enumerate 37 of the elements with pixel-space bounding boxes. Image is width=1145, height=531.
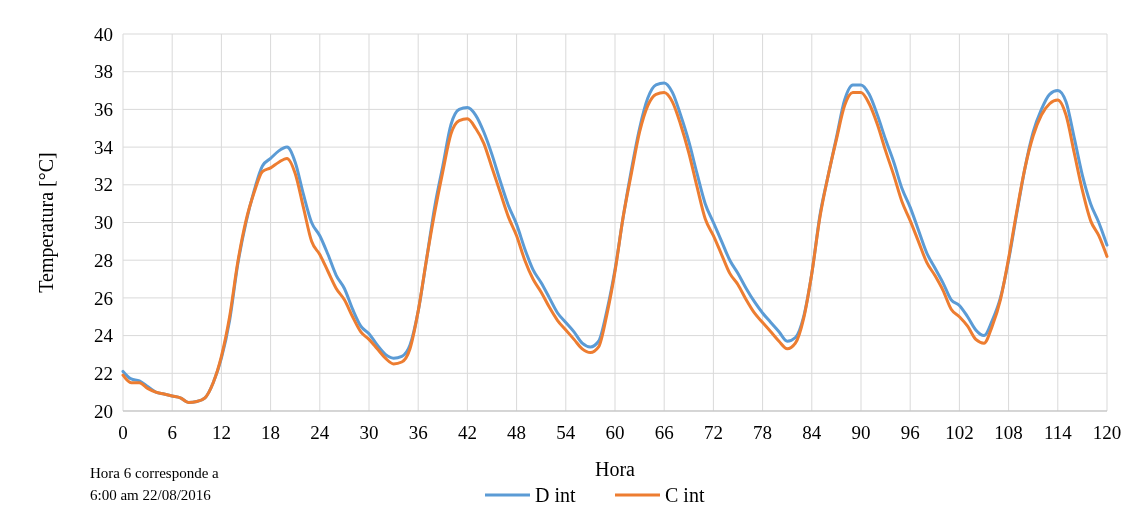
x-tick-label: 84 bbox=[802, 422, 822, 443]
legend-label: C int bbox=[665, 484, 705, 506]
y-tick-label: 36 bbox=[94, 99, 113, 121]
x-tick-label: 48 bbox=[507, 422, 527, 443]
x-tick-label: 42 bbox=[457, 422, 477, 443]
x-axis-title: Hora bbox=[595, 458, 636, 480]
x-tick-label: 36 bbox=[408, 422, 428, 443]
x-tick-label: 60 bbox=[605, 422, 625, 443]
x-tick-label: 78 bbox=[753, 422, 773, 443]
x-tick-label: 108 bbox=[994, 422, 1023, 443]
x-tick-label: 0 bbox=[118, 422, 128, 443]
x-tick-label: 54 bbox=[556, 422, 576, 443]
x-tick-label: 114 bbox=[1043, 422, 1073, 443]
y-axis-title: Temperatura [°C] bbox=[35, 152, 58, 293]
y-tick-label: 38 bbox=[94, 61, 113, 83]
x-tick-label: 6 bbox=[167, 422, 177, 443]
x-tick-label: 120 bbox=[1092, 422, 1122, 443]
y-tick-label: 22 bbox=[94, 362, 113, 384]
x-tick-label: 72 bbox=[703, 422, 723, 443]
x-tick-label: 12 bbox=[211, 422, 231, 443]
y-tick-label: 30 bbox=[94, 212, 113, 234]
y-tick-label: 40 bbox=[94, 23, 113, 45]
x-tick-label: 90 bbox=[851, 422, 871, 443]
x-tick-label: 18 bbox=[261, 422, 281, 443]
x-tick-label: 96 bbox=[900, 422, 920, 443]
y-tick-label: 20 bbox=[94, 400, 113, 422]
y-tick-label: 26 bbox=[94, 287, 113, 309]
x-tick-label: 102 bbox=[945, 422, 974, 443]
y-tick-label: 32 bbox=[94, 174, 113, 196]
text: Hora 6 corresponde a 6:00 am 22/08/2016 bbox=[90, 465, 220, 503]
legend-label: D int bbox=[535, 484, 576, 506]
x-tick-label: 30 bbox=[359, 422, 379, 443]
y-tick-label: 24 bbox=[94, 325, 114, 347]
y-tick-label: 28 bbox=[94, 249, 113, 271]
y-tick-label: 34 bbox=[94, 136, 114, 158]
x-tick-label: 24 bbox=[310, 422, 330, 443]
x-tick-label: 66 bbox=[654, 422, 674, 443]
